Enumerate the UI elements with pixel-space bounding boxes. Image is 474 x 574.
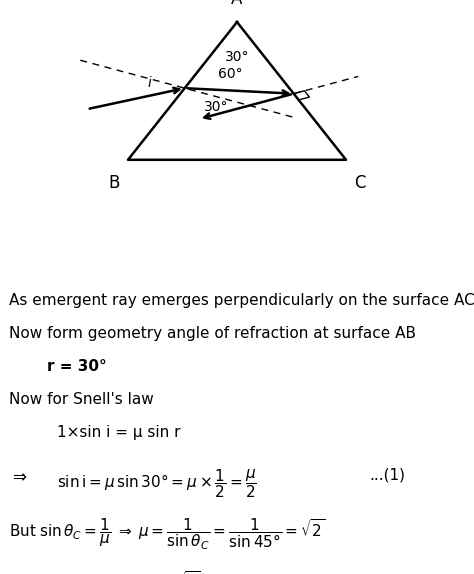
Text: $\mathrm{But\;sin\,}\theta_{C} = \dfrac{1}{\mu}$$\;\Rightarrow\;\mu = \dfrac{1}{: $\mathrm{But\;sin\,}\theta_{C} = \dfrac{… bbox=[9, 517, 326, 552]
Text: Now for Snell's law: Now for Snell's law bbox=[9, 392, 154, 407]
Text: 1×sin i = μ sin r: 1×sin i = μ sin r bbox=[57, 425, 181, 440]
Text: $\mathrm{From\;equation\;\;sin\,i} = \dfrac{\sqrt{2}}{2} = \dfrac{1}{\sqrt{2}}$: $\mathrm{From\;equation\;\;sin\,i} = \df… bbox=[9, 569, 244, 574]
Text: ...(1): ...(1) bbox=[370, 467, 406, 482]
Text: C: C bbox=[355, 173, 366, 192]
Text: Now form geometry angle of refraction at surface AB: Now form geometry angle of refraction at… bbox=[9, 326, 417, 342]
Text: $\Rightarrow$: $\Rightarrow$ bbox=[9, 467, 28, 486]
Text: B: B bbox=[108, 173, 119, 192]
Text: A: A bbox=[231, 0, 243, 8]
Text: 30°: 30° bbox=[204, 100, 228, 114]
Text: As emergent ray emerges perpendicularly on the surface AC: As emergent ray emerges perpendicularly … bbox=[9, 293, 474, 308]
Text: 60°: 60° bbox=[218, 67, 243, 82]
Text: 30°: 30° bbox=[225, 49, 249, 64]
Text: r = 30°: r = 30° bbox=[47, 359, 107, 374]
Text: i: i bbox=[147, 76, 152, 90]
Text: $\mathrm{sin\,i} = \mu\,\mathrm{sin\,30°} = \mu \times \dfrac{1}{2} = \dfrac{\mu: $\mathrm{sin\,i} = \mu\,\mathrm{sin\,30°… bbox=[57, 467, 257, 500]
